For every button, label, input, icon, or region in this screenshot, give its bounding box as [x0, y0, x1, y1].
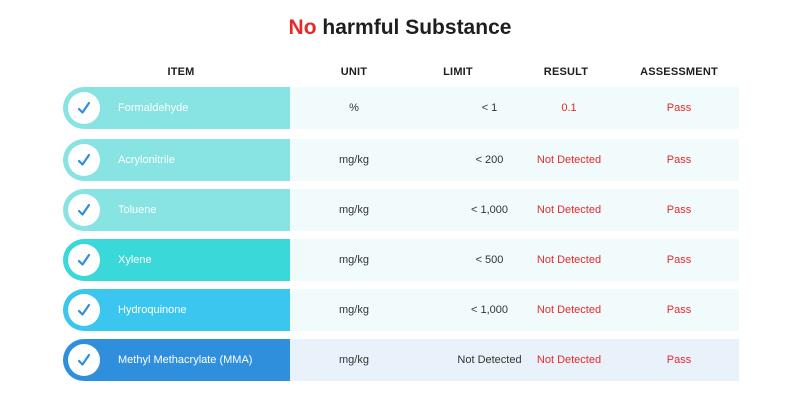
unit-value: % [349, 102, 359, 114]
unit-value: mg/kg [339, 154, 369, 166]
table-row: Methyl Methacrylate (MMA) mg/kg Not Detect… [63, 339, 739, 381]
limit-value: < 1 [481, 102, 498, 114]
header-limit: LIMIT [443, 66, 473, 78]
page-title: No harmful Substance [0, 16, 800, 40]
item-cell: Formaldehyde [63, 87, 290, 129]
assessment-value: Pass [666, 154, 692, 166]
assessment-value: Pass [666, 254, 692, 266]
item-name: Methyl Methacrylate (MMA) [118, 354, 253, 366]
check-icon [68, 294, 100, 326]
table-row: Hydroquinone mg/kg < 1,000 Not Detected Pass [63, 289, 739, 331]
table-row: Formaldehyde% < 1 0.1 Pass [63, 87, 739, 129]
limit-value: Not Detected [457, 354, 522, 366]
values-cell: mg/kg < 200 Not Detected Pass [290, 139, 739, 181]
unit-value: mg/kg [339, 254, 369, 266]
header-result: RESULT [543, 66, 589, 78]
values-cell: mg/kg < 500 Not Detected Pass [290, 239, 739, 281]
table-row: Toluene mg/kg < 1,000 Not Detected Pass [63, 189, 739, 231]
item-cell: Methyl Methacrylate (MMA) [63, 339, 290, 381]
table-row: Acrylonitrile mg/kg < 200 Not Detected Pass [63, 139, 739, 181]
result-value: 0.1 [561, 102, 577, 114]
unit-value: mg/kg [339, 204, 369, 216]
assessment-value: Pass [666, 354, 692, 366]
values-cell: mg/kg < 1,000 Not Detected Pass [290, 189, 739, 231]
header-item: ITEM [167, 66, 195, 78]
table-row: Xylene mg/kg < 500 Not Detected Pass [63, 239, 739, 281]
values-cell: mg/kg Not Detected Not Detected Pass [290, 339, 739, 381]
result-value: Not Detected [536, 254, 602, 266]
check-icon [68, 144, 100, 176]
item-name: Acrylonitrile [118, 154, 175, 166]
check-icon [68, 244, 100, 276]
title-text: harmful Substance [316, 16, 512, 39]
limit-value: < 200 [475, 154, 504, 166]
result-value: Not Detected [536, 204, 602, 216]
unit-value: mg/kg [339, 354, 369, 366]
check-icon [68, 194, 100, 226]
result-value: Not Detected [536, 304, 602, 316]
item-cell: Xylene [63, 239, 290, 281]
values-cell: mg/kg < 1,000 Not Detected Pass [290, 289, 739, 331]
limit-value: < 1,000 [470, 204, 508, 216]
item-name: Xylene [118, 254, 152, 266]
result-value: Not Detected [536, 354, 602, 366]
result-value: Not Detected [536, 154, 602, 166]
item-cell: Toluene [63, 189, 290, 231]
header-assessment: ASSESSMENT [640, 66, 718, 78]
item-cell: Acrylonitrile [63, 139, 290, 181]
assessment-value: Pass [666, 304, 692, 316]
item-name: Formaldehyde [118, 102, 189, 114]
check-icon [68, 92, 100, 124]
item-name: Hydroquinone [118, 304, 187, 316]
header-unit: UNIT [340, 66, 368, 78]
check-icon [68, 344, 100, 376]
item-name: Toluene [118, 204, 157, 216]
assessment-value: Pass [666, 204, 692, 216]
values-cell: % < 1 0.1 Pass [290, 87, 739, 129]
item-cell: Hydroquinone [63, 289, 290, 331]
unit-value: mg/kg [339, 304, 369, 316]
title-accent: No [288, 16, 317, 39]
assessment-value: Pass [666, 102, 692, 114]
limit-value: < 1,000 [470, 304, 508, 316]
limit-value: < 500 [475, 254, 504, 266]
